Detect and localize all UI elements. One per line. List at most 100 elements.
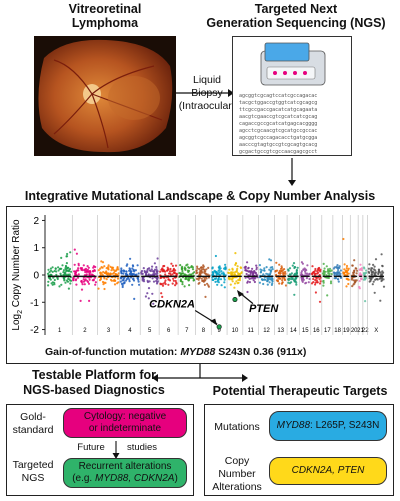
future-arrow	[112, 441, 120, 459]
data-point	[80, 268, 83, 271]
data-point	[217, 266, 220, 269]
data-point	[164, 279, 167, 282]
data-point	[64, 267, 67, 270]
data-point	[239, 266, 243, 270]
data-point	[278, 269, 281, 272]
data-point	[279, 272, 282, 275]
data-point	[142, 267, 145, 270]
data-point	[269, 259, 273, 262]
data-point	[94, 265, 97, 269]
data-point	[75, 274, 78, 277]
data-point	[261, 278, 264, 282]
biopsy-line3: (Intraocular)	[178, 100, 236, 112]
data-point	[296, 266, 299, 269]
data-point	[377, 268, 381, 271]
data-point	[247, 266, 250, 269]
data-point	[113, 278, 116, 281]
data-point	[319, 280, 322, 283]
data-point	[111, 266, 114, 269]
data-point	[322, 284, 325, 287]
chromosome-label: 22	[362, 328, 369, 334]
data-point	[358, 285, 361, 289]
cn-line2: Alterations	[212, 481, 262, 493]
data-point	[310, 282, 314, 285]
data-point	[314, 283, 317, 286]
data-point	[328, 270, 331, 273]
data-point	[92, 266, 95, 269]
data-point	[238, 277, 241, 281]
data-point	[373, 265, 376, 268]
data-point	[381, 270, 384, 273]
data-point	[303, 267, 306, 270]
data-point	[170, 262, 173, 265]
data-point	[291, 277, 294, 280]
data-point	[255, 268, 258, 271]
cdkn2a-arrowhead	[210, 318, 218, 326]
data-point	[265, 266, 268, 269]
split-arrows	[152, 364, 248, 382]
data-point	[240, 271, 243, 274]
data-point	[100, 266, 103, 269]
cdkn2a-annotation: CDKN2A	[149, 299, 195, 311]
data-point	[113, 283, 117, 286]
data-point	[69, 251, 72, 254]
data-point	[354, 267, 357, 270]
data-point	[319, 270, 322, 273]
data-point	[295, 268, 298, 272]
ngs-title-line1: Targeted Next	[254, 2, 338, 16]
data-point	[187, 266, 190, 269]
data-point	[59, 272, 62, 275]
data-point	[203, 283, 206, 286]
data-point	[169, 272, 172, 275]
data-point	[217, 277, 220, 280]
data-point	[103, 287, 106, 291]
chromosome-label: 15	[302, 328, 309, 334]
data-point	[164, 270, 167, 273]
data-point	[159, 283, 162, 286]
data-point	[125, 270, 128, 273]
data-point	[265, 272, 268, 275]
data-point	[73, 248, 76, 251]
data-point	[367, 267, 370, 270]
data-point	[58, 285, 61, 288]
chromosome-label: X	[374, 328, 378, 334]
data-point	[234, 263, 237, 266]
sequence-lines: agcggtcgcagtccatcgccagacac tacgctggaccgt…	[239, 93, 317, 156]
data-point	[295, 283, 298, 286]
data-point	[278, 263, 281, 266]
data-point	[220, 272, 223, 275]
data-point	[259, 268, 262, 271]
data-point	[307, 281, 310, 284]
data-point	[129, 257, 132, 260]
data-point	[214, 277, 218, 280]
data-point	[57, 266, 60, 269]
data-point	[218, 268, 221, 271]
data-point	[230, 274, 233, 277]
data-point	[363, 267, 366, 270]
data-point	[148, 267, 151, 270]
data-point	[113, 270, 116, 273]
data-point	[337, 268, 340, 272]
data-point	[109, 278, 112, 281]
data-point	[229, 283, 232, 286]
data-point	[342, 237, 345, 241]
data-point	[281, 281, 284, 284]
highlight-point	[232, 297, 238, 303]
data-point	[172, 279, 175, 282]
data-point	[377, 272, 380, 275]
chromosome-label: 3	[107, 328, 111, 334]
data-point	[292, 262, 296, 265]
data-point	[93, 268, 96, 272]
gof-prefix: Gain-of-function mutation:	[45, 346, 181, 358]
data-point	[174, 279, 177, 283]
data-point	[156, 257, 159, 260]
myd88-mutations-pill: MYD88: L265P, S243N	[269, 411, 387, 441]
data-point	[137, 272, 140, 275]
data-point	[282, 272, 286, 275]
data-point	[290, 281, 293, 284]
data-point	[188, 284, 191, 287]
data-point	[109, 273, 112, 276]
recurrent-suffix: )	[174, 473, 178, 484]
data-point	[333, 273, 336, 277]
data-point	[80, 288, 84, 291]
